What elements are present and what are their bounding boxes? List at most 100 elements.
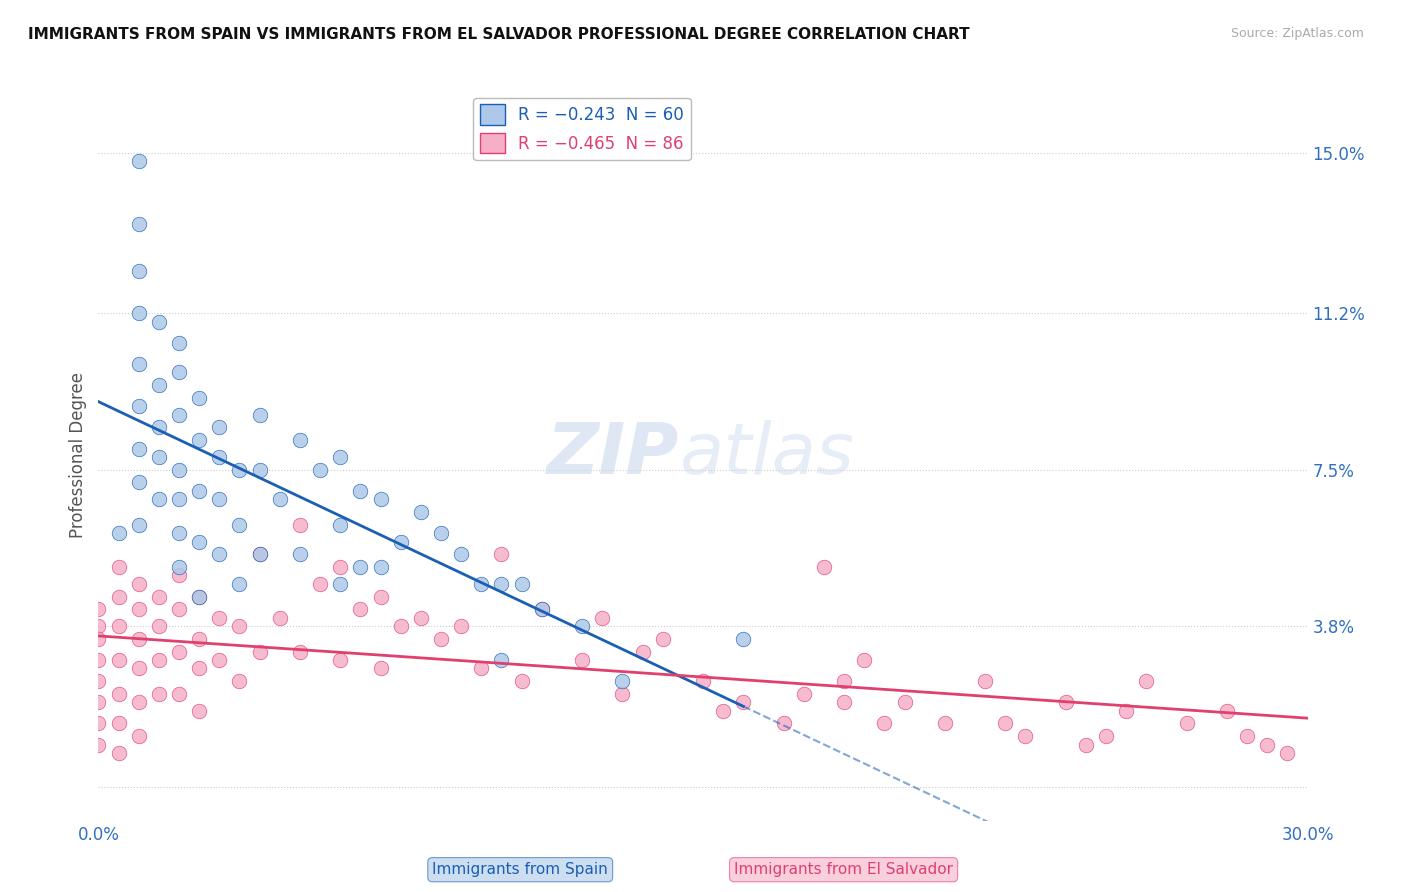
Point	[208, 653, 231, 667]
Point	[389, 619, 412, 633]
Point	[711, 704, 734, 718]
Point	[430, 526, 453, 541]
Point	[128, 729, 150, 743]
Point	[167, 644, 190, 658]
Point	[349, 560, 371, 574]
Point	[309, 463, 332, 477]
Point	[269, 492, 291, 507]
Point	[793, 687, 815, 701]
Point	[389, 534, 412, 549]
Point	[188, 534, 211, 549]
Point	[853, 653, 876, 667]
Point	[329, 450, 352, 464]
Point	[1095, 729, 1118, 743]
Point	[733, 632, 755, 646]
Point	[148, 492, 170, 507]
Text: ZIP: ZIP	[547, 420, 679, 490]
Point	[491, 577, 513, 591]
Point	[107, 687, 129, 701]
Point	[249, 644, 271, 658]
Point	[167, 602, 190, 616]
Point	[1054, 695, 1077, 709]
Point	[692, 674, 714, 689]
Point	[370, 590, 392, 604]
Point	[208, 450, 231, 464]
Point	[873, 716, 896, 731]
Point	[208, 547, 231, 561]
Point	[974, 674, 997, 689]
Point	[128, 399, 150, 413]
Point	[128, 442, 150, 456]
Point	[128, 154, 150, 169]
Point	[107, 619, 129, 633]
Point	[1175, 716, 1198, 731]
Legend: R = −0.243  N = 60, R = −0.465  N = 86: R = −0.243 N = 60, R = −0.465 N = 86	[474, 97, 690, 160]
Point	[249, 547, 271, 561]
Point	[188, 433, 211, 447]
Point	[148, 450, 170, 464]
Point	[249, 463, 271, 477]
Point	[530, 602, 553, 616]
Point	[188, 661, 211, 675]
Point	[87, 674, 110, 689]
Point	[349, 602, 371, 616]
Point	[329, 653, 352, 667]
Point	[329, 560, 352, 574]
Point	[128, 517, 150, 532]
Point	[228, 674, 250, 689]
Point	[370, 560, 392, 574]
Point	[208, 420, 231, 434]
Point	[107, 590, 129, 604]
Point	[208, 610, 231, 624]
Point	[128, 695, 150, 709]
Point	[329, 517, 352, 532]
Y-axis label: Professional Degree: Professional Degree	[69, 372, 87, 538]
Text: IMMIGRANTS FROM SPAIN VS IMMIGRANTS FROM EL SALVADOR PROFESSIONAL DEGREE CORRELA: IMMIGRANTS FROM SPAIN VS IMMIGRANTS FROM…	[28, 27, 970, 42]
Point	[249, 408, 271, 422]
Point	[370, 661, 392, 675]
Point	[87, 738, 110, 752]
Point	[128, 632, 150, 646]
Point	[994, 716, 1017, 731]
Point	[470, 661, 492, 675]
Point	[128, 661, 150, 675]
Point	[1115, 704, 1137, 718]
Point	[148, 653, 170, 667]
Point	[409, 610, 432, 624]
Point	[128, 577, 150, 591]
Point	[612, 674, 634, 689]
Point	[107, 526, 129, 541]
Point	[510, 674, 533, 689]
Point	[148, 619, 170, 633]
Point	[167, 568, 190, 582]
Point	[228, 577, 250, 591]
Point	[450, 619, 472, 633]
Point	[813, 560, 835, 574]
Point	[188, 590, 211, 604]
Point	[87, 602, 110, 616]
Point	[228, 463, 250, 477]
Point	[148, 315, 170, 329]
Point	[409, 505, 432, 519]
Point	[530, 602, 553, 616]
Point	[309, 577, 332, 591]
Point	[87, 653, 110, 667]
Point	[167, 366, 190, 380]
Point	[370, 492, 392, 507]
Point	[288, 517, 311, 532]
Point	[631, 644, 654, 658]
Point	[510, 577, 533, 591]
Point	[349, 483, 371, 498]
Text: atlas: atlas	[679, 420, 853, 490]
Point	[228, 619, 250, 633]
Point	[1236, 729, 1258, 743]
Point	[591, 610, 613, 624]
Point	[893, 695, 915, 709]
Point	[188, 590, 211, 604]
Point	[188, 632, 211, 646]
Point	[612, 687, 634, 701]
Point	[87, 695, 110, 709]
Point	[148, 590, 170, 604]
Point	[208, 492, 231, 507]
Point	[470, 577, 492, 591]
